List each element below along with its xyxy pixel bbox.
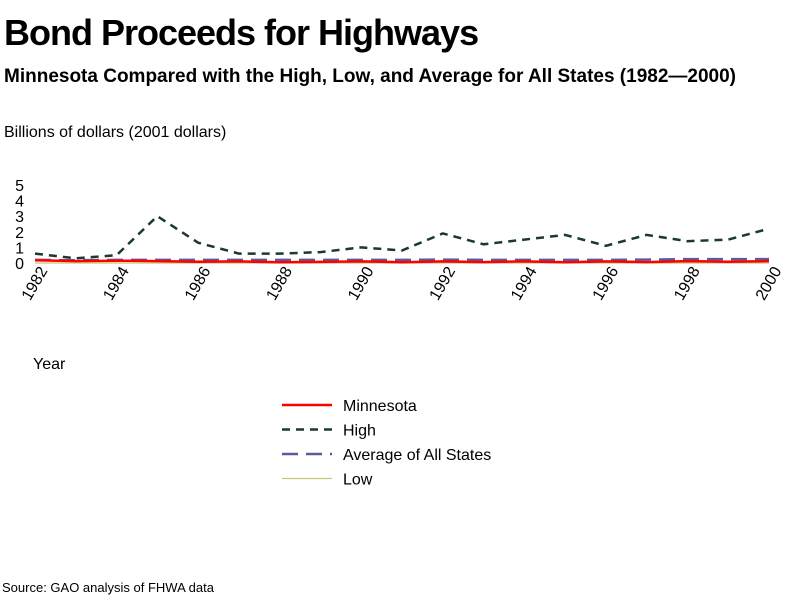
x-tick-label-1: 1984 <box>100 264 133 303</box>
x-tick-label-7: 1996 <box>590 264 623 303</box>
legend-label-2: Average of All States <box>343 447 491 464</box>
y-tick-label-5: 5 <box>15 178 24 195</box>
x-tick-label-6: 1994 <box>508 264 541 303</box>
x-tick-label-2: 1986 <box>182 264 215 303</box>
legend-label-0: Minnesota <box>343 398 417 415</box>
source-note: Source: GAO analysis of FHWA data <box>2 580 214 595</box>
x-axis-label: Year <box>33 356 66 373</box>
legend-label-1: High <box>343 423 376 440</box>
series-line-1 <box>34 214 770 260</box>
y-axis-label: Billions of dollars (2001 dollars) <box>4 124 227 141</box>
chart-title: Bond Proceeds for Highways <box>4 12 479 53</box>
x-tick-label-3: 1988 <box>264 264 297 303</box>
x-tick-label-4: 1990 <box>345 264 378 303</box>
x-tick-label-9: 2000 <box>753 264 786 303</box>
x-tick-label-5: 1992 <box>427 264 460 303</box>
y-tick-label-0: 0 <box>15 256 24 273</box>
y-tick-label-2: 2 <box>15 225 24 242</box>
chart-subtitle: Minnesota Compared with the High, Low, a… <box>4 66 737 87</box>
y-tick-label-1: 1 <box>15 240 24 257</box>
legend-label-3: Low <box>343 472 373 489</box>
series-line-0 <box>34 258 770 264</box>
x-tick-label-8: 1998 <box>671 264 704 303</box>
y-tick-label-3: 3 <box>15 209 24 226</box>
y-tick-label-4: 4 <box>15 194 24 211</box>
